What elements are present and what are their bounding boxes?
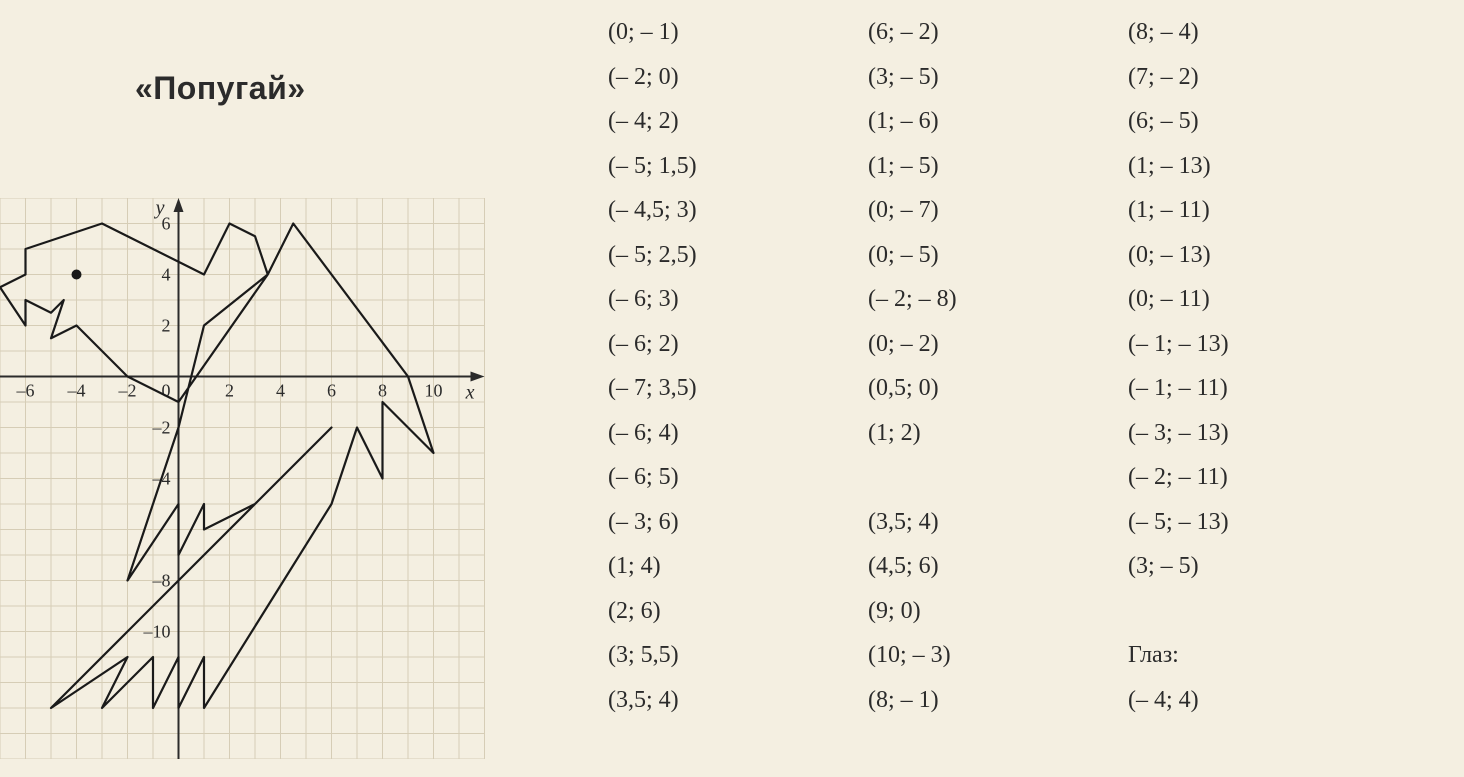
coord-entry: (0; – 13): [1128, 243, 1278, 267]
coord-entry: (– 7; 3,5): [608, 376, 758, 400]
svg-text:x: x: [465, 382, 475, 404]
coord-entry: (4,5; 6): [868, 554, 1018, 578]
coord-entry: (0; – 7): [868, 198, 1018, 222]
coordinate-chart: –6–4–2246810–10–8–4–22460xy: [0, 198, 485, 759]
svg-text:–6: –6: [16, 381, 35, 401]
coord-entry: (0; – 1): [608, 20, 758, 44]
coord-entry: (3,5; 4): [868, 510, 1018, 534]
coord-entry: (3; – 5): [868, 65, 1018, 89]
svg-text:y: y: [154, 198, 165, 219]
svg-text:4: 4: [162, 265, 171, 285]
coord-entry: (1; 4): [608, 554, 758, 578]
coord-entry: (3,5; 4): [608, 688, 758, 712]
coord-entry: (0; – 5): [868, 243, 1018, 267]
coord-entry: (– 6; 4): [608, 421, 758, 445]
coord-entry: (– 1; – 13): [1128, 332, 1278, 356]
coord-entry: (6; – 5): [1128, 109, 1278, 133]
coord-entry: (6; – 2): [868, 20, 1018, 44]
coord-entry: (7; – 2): [1128, 65, 1278, 89]
coord-entry: (– 1; – 11): [1128, 376, 1278, 400]
coord-entry: (– 6; 5): [608, 465, 758, 489]
coord-entry: (1; – 5): [868, 154, 1018, 178]
coord-entry: (– 4; 4): [1128, 688, 1278, 712]
coord-entry: (– 2; 0): [608, 65, 758, 89]
svg-text:8: 8: [378, 381, 387, 401]
coord-entry: (1; – 13): [1128, 154, 1278, 178]
coord-column-1: (0; – 1) (– 2; 0) (– 4; 2) (– 5; 1,5) (– 4,5…: [608, 20, 758, 712]
coord-entry: (9; 0): [868, 599, 1018, 623]
coord-entry: (– 5; 2,5): [608, 243, 758, 267]
svg-text:–2: –2: [118, 381, 137, 401]
coord-entry: (1; 2): [868, 421, 1018, 445]
svg-text:–8: –8: [152, 571, 171, 591]
coord-entry: (– 5; 1,5): [608, 154, 758, 178]
coord-entry: (10; – 3): [868, 643, 1018, 667]
coord-entry: (– 2; – 8): [868, 287, 1018, 311]
coord-entry: (1; – 11): [1128, 198, 1278, 222]
coord-entry: (– 3; – 13): [1128, 421, 1278, 445]
svg-text:4: 4: [276, 381, 285, 401]
figure-title: «Попугай»: [135, 70, 306, 107]
coord-entry: (3; 5,5): [608, 643, 758, 667]
coord-entry: (– 5; – 13): [1128, 510, 1278, 534]
coord-entry: (– 6; 3): [608, 287, 758, 311]
coord-entry: (– 4; 2): [608, 109, 758, 133]
svg-text:2: 2: [225, 381, 234, 401]
svg-text:–2: –2: [152, 418, 171, 438]
coord-column-2: (6; – 2) (3; – 5) (1; – 6) (1; – 5) (0; – 7)…: [868, 20, 1018, 712]
coord-entry: (0,5; 0): [868, 376, 1018, 400]
coord-entry: (1; – 6): [868, 109, 1018, 133]
coord-entry: (0; – 2): [868, 332, 1018, 356]
coord-entry: Глаз:: [1128, 643, 1278, 667]
page-root: «Попугай» –6–4–2246810–10–8–4–22460xy (0…: [0, 0, 1464, 777]
coord-column-3: (8; – 4) (7; – 2) (6; – 5) (1; – 13) (1; – 1…: [1128, 20, 1278, 712]
coord-entry: (– 4,5; 3): [608, 198, 758, 222]
coord-entry: (– 2; – 11): [1128, 465, 1278, 489]
svg-text:2: 2: [162, 316, 171, 336]
coord-entry: (8; – 4): [1128, 20, 1278, 44]
svg-text:–4: –4: [67, 381, 86, 401]
svg-text:–10: –10: [143, 622, 171, 642]
coord-entry: (8; – 1): [868, 688, 1018, 712]
coord-entry: (0; – 11): [1128, 287, 1278, 311]
coord-entry: (– 3; 6): [608, 510, 758, 534]
coord-entry: (3; – 5): [1128, 554, 1278, 578]
coordinate-columns: (0; – 1) (– 2; 0) (– 4; 2) (– 5; 1,5) (– 4,5…: [608, 20, 1278, 712]
coord-entry: (– 6; 2): [608, 332, 758, 356]
svg-text:10: 10: [425, 381, 443, 401]
svg-text:6: 6: [327, 381, 336, 401]
coord-entry: (2; 6): [608, 599, 758, 623]
